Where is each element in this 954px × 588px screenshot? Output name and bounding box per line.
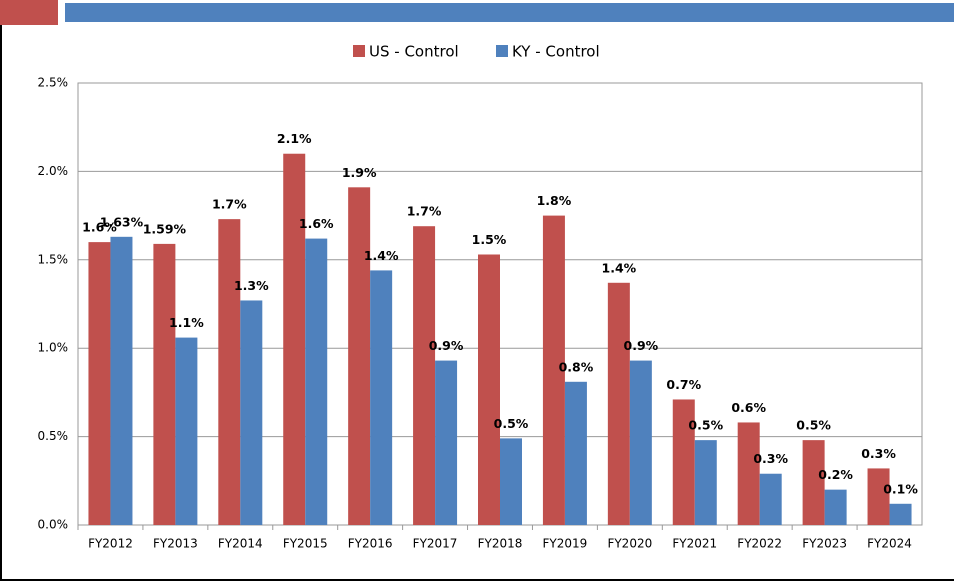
x-tick-label: FY2015 — [283, 537, 328, 551]
x-tick-label: FY2020 — [607, 537, 652, 551]
value-label: 1.5% — [472, 232, 507, 247]
legend-label: KY - Control — [512, 43, 600, 61]
y-tick-label: 2.5% — [38, 76, 69, 90]
value-label: 1.9% — [342, 165, 377, 180]
y-tick-label: 0.5% — [38, 429, 69, 443]
bar — [759, 473, 782, 525]
x-tick-label: FY2021 — [672, 537, 717, 551]
value-label: 0.3% — [861, 446, 896, 461]
value-label: 0.5% — [494, 416, 529, 431]
x-tick-label: FY2019 — [543, 537, 588, 551]
x-tick-label: FY2013 — [153, 537, 198, 551]
value-label: 2.1% — [277, 131, 312, 146]
legend-swatch — [496, 45, 508, 57]
bar — [694, 440, 717, 525]
value-label: 0.8% — [559, 359, 594, 374]
bar — [802, 440, 825, 525]
value-label: 0.5% — [796, 418, 831, 433]
value-label: 1.8% — [537, 193, 572, 208]
value-label: 0.6% — [731, 400, 766, 415]
bar — [370, 270, 393, 525]
bar — [413, 226, 436, 525]
bar — [88, 242, 111, 525]
bar — [305, 238, 328, 526]
bar — [672, 399, 695, 525]
bar — [867, 468, 890, 525]
value-label: 1.6% — [299, 216, 334, 231]
x-tick-label: FY2016 — [348, 537, 393, 551]
value-label: 1.59% — [143, 221, 187, 236]
value-label: 0.7% — [666, 377, 701, 392]
bar — [542, 215, 565, 525]
x-tick-label: FY2023 — [802, 537, 847, 551]
legend-swatch — [353, 45, 365, 57]
bar — [737, 422, 760, 525]
bar — [478, 254, 500, 525]
y-tick-label: 1.0% — [38, 341, 69, 355]
bar — [500, 438, 522, 525]
x-tick-label: FY2022 — [737, 537, 782, 551]
bar — [564, 381, 587, 525]
y-tick-label: 2.0% — [38, 164, 69, 178]
value-label: 0.2% — [818, 467, 853, 482]
y-tick-label: 0.0% — [38, 518, 69, 532]
value-label: 0.9% — [624, 338, 659, 353]
value-label: 1.7% — [407, 204, 442, 219]
header-accent — [0, 0, 58, 25]
value-label: 1.6% — [82, 220, 117, 235]
bar — [153, 243, 176, 525]
bar — [824, 489, 847, 525]
bar — [240, 300, 263, 525]
value-label: 1.63% — [100, 214, 144, 229]
value-label: 1.3% — [234, 278, 269, 293]
x-tick-label: FY2014 — [218, 537, 263, 551]
bar — [607, 282, 630, 525]
value-label: 1.4% — [602, 260, 637, 275]
legend-label: US - Control — [369, 43, 459, 61]
bar — [435, 360, 458, 525]
value-label: 0.9% — [429, 338, 464, 353]
bar — [283, 153, 306, 525]
value-label: 1.1% — [169, 315, 204, 330]
bar — [629, 360, 652, 525]
value-label: 1.7% — [212, 197, 247, 212]
bar — [889, 503, 912, 525]
value-label: 0.1% — [883, 481, 918, 496]
header-bar — [65, 3, 954, 22]
x-tick-label: FY2012 — [88, 537, 133, 551]
bar — [175, 337, 198, 525]
x-tick-label: FY2024 — [867, 537, 912, 551]
value-label: 0.3% — [753, 451, 788, 466]
y-tick-label: 1.5% — [38, 252, 69, 266]
x-tick-label: FY2017 — [413, 537, 458, 551]
bar — [218, 219, 241, 526]
value-label: 1.4% — [364, 248, 399, 263]
bar — [348, 187, 371, 525]
bar — [110, 236, 133, 526]
value-label: 0.5% — [688, 418, 723, 433]
x-tick-label: FY2018 — [478, 537, 523, 551]
